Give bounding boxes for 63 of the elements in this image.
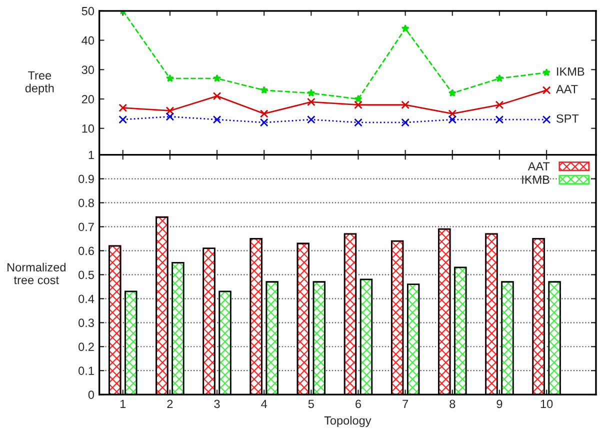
y-tick-label: 0.2 [78,342,94,352]
y-tick-label: 40 [82,36,94,45]
point [542,115,551,124]
y-axis-title: Tree depth [25,71,54,95]
y-tick-label: 0 [88,390,94,399]
point [401,118,410,127]
series-label: SPT [556,114,579,123]
y-tick-label: 0.1 [78,366,94,375]
x-tick-label: 1 [120,400,126,408]
series-label: AAT [556,85,578,94]
point [166,106,174,115]
x-tick-label: 9 [496,400,502,408]
x-tick-label: 6 [356,400,362,408]
point [212,115,222,124]
y-tick-label: 50 [82,6,94,16]
point [542,86,551,94]
y-axis-title: Normalized tree cost [8,262,66,284]
point [118,115,128,124]
point [260,110,268,118]
x-tick-label: 3 [214,400,220,408]
point [401,24,410,32]
point [448,110,457,118]
point [354,94,362,102]
series-label: IKMB [557,67,584,76]
x-tick-label: 10 [540,400,553,408]
y-tick-label: 30 [82,66,94,74]
y-tick-label: 0.8 [78,198,94,208]
y-tick-label: 10 [82,124,94,133]
y-tick-label: 0.9 [78,174,94,184]
point [542,68,551,76]
y-tick-label: 1 [88,150,94,160]
x-tick-label: 5 [308,400,314,408]
point [260,86,268,94]
point [495,74,504,82]
y-tick-label: 0.3 [78,318,94,328]
point [495,100,504,110]
y-tick-label: 0.6 [78,246,94,256]
point [166,112,174,121]
x-axis-title: Topology [324,416,372,428]
point [307,98,316,106]
point [213,74,222,82]
point [307,115,316,124]
x-tick-label: 2 [167,400,173,408]
point [212,92,222,100]
y-tick-label: 0.4 [78,294,94,304]
y-tick-label: 0.5 [78,270,94,280]
point [448,88,456,97]
y-tick-label: 0.7 [78,222,94,232]
x-tick-label: 8 [450,400,456,408]
point [354,100,362,110]
point [166,74,174,82]
point [495,115,504,124]
x-tick-label: 7 [402,400,408,408]
point [354,118,362,127]
point [307,88,316,97]
point [401,100,410,110]
point [118,104,128,112]
legend-label: AAT [528,162,550,170]
point [260,118,268,127]
x-tick-label: 4 [261,400,268,408]
legend-label: IKMB [522,176,550,184]
point [448,115,457,124]
y-tick-label: 20 [82,95,94,104]
